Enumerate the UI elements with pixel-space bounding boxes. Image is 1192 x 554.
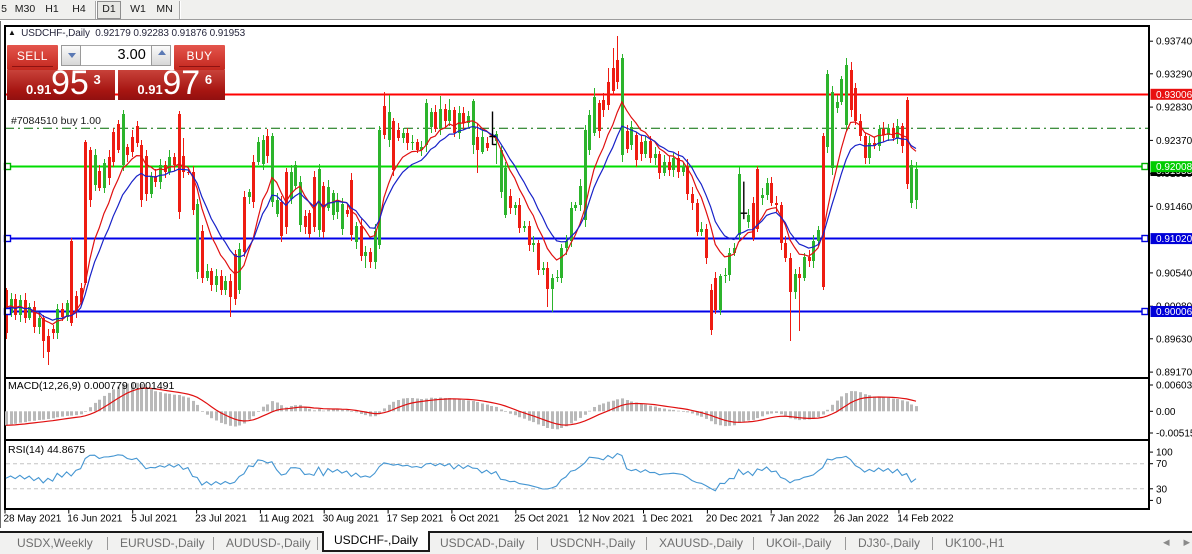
svg-text:23 Jul 2021: 23 Jul 2021 bbox=[195, 514, 247, 525]
svg-text:7 Jan 2022: 7 Jan 2022 bbox=[770, 514, 820, 525]
svg-text:0.91020: 0.91020 bbox=[1156, 234, 1192, 245]
svg-text:30 Aug 2021: 30 Aug 2021 bbox=[323, 514, 380, 525]
svg-text:0.89170: 0.89170 bbox=[1156, 368, 1192, 379]
svg-text:0.92830: 0.92830 bbox=[1156, 103, 1192, 114]
svg-text:0.90540: 0.90540 bbox=[1156, 268, 1192, 279]
svg-text:11 Aug 2021: 11 Aug 2021 bbox=[259, 514, 315, 525]
svg-text:12 Nov 2021: 12 Nov 2021 bbox=[578, 514, 635, 525]
svg-text:0.0060345: 0.0060345 bbox=[1156, 381, 1192, 392]
svg-text:0.91460: 0.91460 bbox=[1156, 202, 1192, 213]
svg-text:0.93740: 0.93740 bbox=[1156, 37, 1192, 48]
svg-text:0.93006: 0.93006 bbox=[1156, 90, 1192, 101]
svg-text:17 Sep 2021: 17 Sep 2021 bbox=[387, 514, 444, 525]
svg-text:5 Jul 2021: 5 Jul 2021 bbox=[131, 514, 178, 525]
svg-text:-0.0051564: -0.0051564 bbox=[1156, 429, 1192, 440]
svg-text:0.00: 0.00 bbox=[1156, 407, 1176, 418]
svg-text:70: 70 bbox=[1156, 459, 1168, 470]
svg-text:6 Oct 2021: 6 Oct 2021 bbox=[450, 514, 499, 525]
svg-text:100: 100 bbox=[1156, 448, 1173, 459]
svg-text:30: 30 bbox=[1156, 484, 1168, 495]
svg-text:14 Feb 2022: 14 Feb 2022 bbox=[897, 514, 954, 525]
svg-text:0.93290: 0.93290 bbox=[1156, 69, 1192, 80]
svg-text:0.89630: 0.89630 bbox=[1156, 334, 1192, 345]
svg-text:1 Dec 2021: 1 Dec 2021 bbox=[642, 514, 694, 525]
svg-text:25 Oct 2021: 25 Oct 2021 bbox=[514, 514, 569, 525]
svg-text:0.92370: 0.92370 bbox=[1156, 136, 1192, 147]
svg-text:0.90006: 0.90006 bbox=[1156, 307, 1192, 318]
svg-text:16 Jun 2021: 16 Jun 2021 bbox=[67, 514, 122, 525]
svg-text:0.92008: 0.92008 bbox=[1156, 162, 1192, 173]
svg-text:26 Jan 2022: 26 Jan 2022 bbox=[834, 514, 889, 525]
svg-text:20 Dec 2021: 20 Dec 2021 bbox=[706, 514, 763, 525]
svg-text:28 May 2021: 28 May 2021 bbox=[4, 514, 62, 525]
svg-text:0: 0 bbox=[1156, 496, 1162, 507]
